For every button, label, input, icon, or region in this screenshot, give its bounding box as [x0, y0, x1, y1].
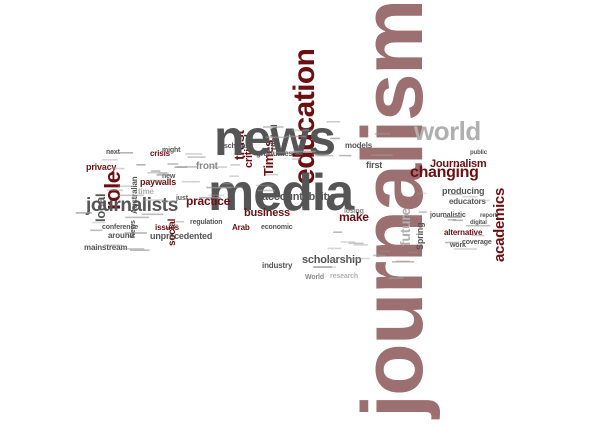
word-educators: educators [449, 197, 486, 206]
word-world: world [414, 116, 481, 146]
filler-mark [174, 166, 188, 168]
word-report: report [480, 213, 497, 219]
word-unprecedented: unprecedented [150, 231, 213, 241]
filler-mark [312, 266, 336, 268]
word-regulation: regulation [190, 219, 223, 226]
word-scholars: scholars [224, 143, 252, 150]
filler-mark [181, 180, 200, 183]
filler-mark [130, 249, 150, 251]
word-world-cap: World [305, 274, 325, 281]
word-privacy: privacy [86, 162, 117, 172]
word-future: future [397, 208, 413, 246]
word-economic: economic [261, 224, 293, 231]
filler-mark [327, 247, 342, 250]
filler-mark [101, 159, 118, 161]
word-next: next [106, 149, 120, 156]
word-losing: losing [344, 208, 364, 215]
word-journalists: journalists [86, 195, 178, 216]
filler-mark [447, 219, 456, 221]
word-crisis: crisis [150, 149, 170, 158]
word-industry: industry [262, 261, 293, 270]
word-public: public [470, 150, 487, 156]
word-practice: practice [186, 194, 231, 208]
word-time: time [138, 187, 154, 196]
word-paywalls: paywalls [140, 177, 177, 187]
word-scholarship: scholarship [302, 254, 362, 266]
filler-mark [187, 156, 206, 158]
word-make: make [339, 210, 369, 224]
filler-mark [125, 216, 150, 219]
word-digital: digital [470, 220, 487, 226]
filler-mark [452, 219, 463, 222]
word-front: front [196, 161, 218, 172]
word-just: just [176, 195, 188, 202]
word-alternative: alternative [444, 228, 483, 237]
filler-mark [185, 153, 203, 155]
word-models: models [345, 141, 373, 150]
filler-mark [333, 231, 343, 233]
word-changing: changing [410, 164, 479, 181]
word-issues: issues [155, 223, 179, 232]
word-coverage: coverage [462, 239, 492, 246]
word-business: business [244, 207, 290, 219]
word-arab: Arab [232, 223, 250, 232]
word-around: around [108, 231, 135, 240]
filler-mark [313, 266, 332, 268]
word-producing: producing [442, 186, 485, 196]
word-spring: Spring [415, 222, 425, 250]
word-work: work [450, 242, 466, 249]
filler-mark [176, 166, 199, 168]
word-conference: conference [102, 224, 138, 231]
word-new: new [162, 173, 176, 180]
word-might: might [162, 147, 181, 154]
filler-mark [90, 229, 103, 232]
word-first: first [366, 160, 383, 170]
word-research: research [330, 273, 359, 280]
word-mainstream: mainstream [84, 243, 128, 252]
filler-mark [150, 170, 161, 172]
filler-mark [167, 163, 179, 165]
word-media: media [208, 164, 354, 222]
word-graduates: graduates [256, 149, 293, 158]
word-academics: academics [491, 187, 508, 262]
word-accountability: accountability [262, 191, 333, 203]
word-journalism-cap: Journalism [430, 158, 487, 170]
word-journalistic: journalistic [430, 212, 466, 219]
filler-mark [136, 164, 146, 166]
